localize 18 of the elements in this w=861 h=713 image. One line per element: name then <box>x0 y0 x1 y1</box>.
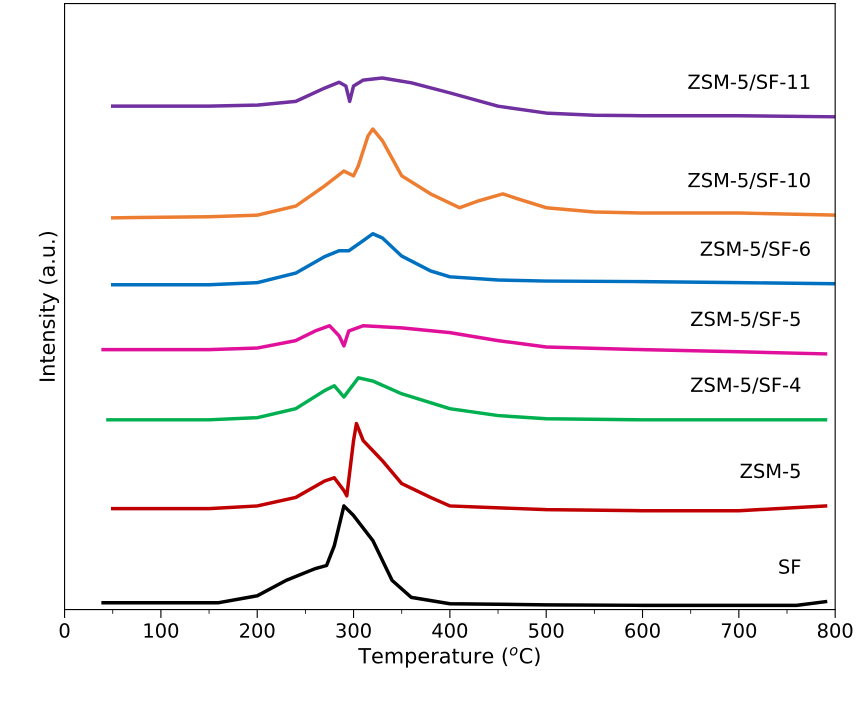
x-axis-title: Temperature ($^{o}$C) <box>358 647 540 668</box>
x-tick-label: 0 <box>60 623 70 638</box>
x-tick-label: 800 <box>818 623 852 638</box>
series-label: ZSM-5 <box>740 464 800 478</box>
series-label: ZSM-5/SF-5 <box>691 312 800 328</box>
x-tick-label: 500 <box>529 623 564 638</box>
x-tick-label: 600 <box>625 623 660 638</box>
x-tick-label: 700 <box>722 623 756 638</box>
series-label: ZSM-5/SF-11 <box>688 74 810 91</box>
x-tick-label: 300 <box>336 623 371 638</box>
x-tick-label: 200 <box>240 623 274 638</box>
x-tick-label: 400 <box>432 623 468 638</box>
series-label: ZSM-5/SF-4 <box>691 377 800 394</box>
x-tick-label: 100 <box>144 623 178 638</box>
series-label: ZSM-5/SF-10 <box>688 172 810 189</box>
y-axis-title: Intensity (a.u.) <box>38 232 60 381</box>
series-label: SF <box>779 559 800 574</box>
series-label: ZSM-5/SF-6 <box>700 241 810 258</box>
